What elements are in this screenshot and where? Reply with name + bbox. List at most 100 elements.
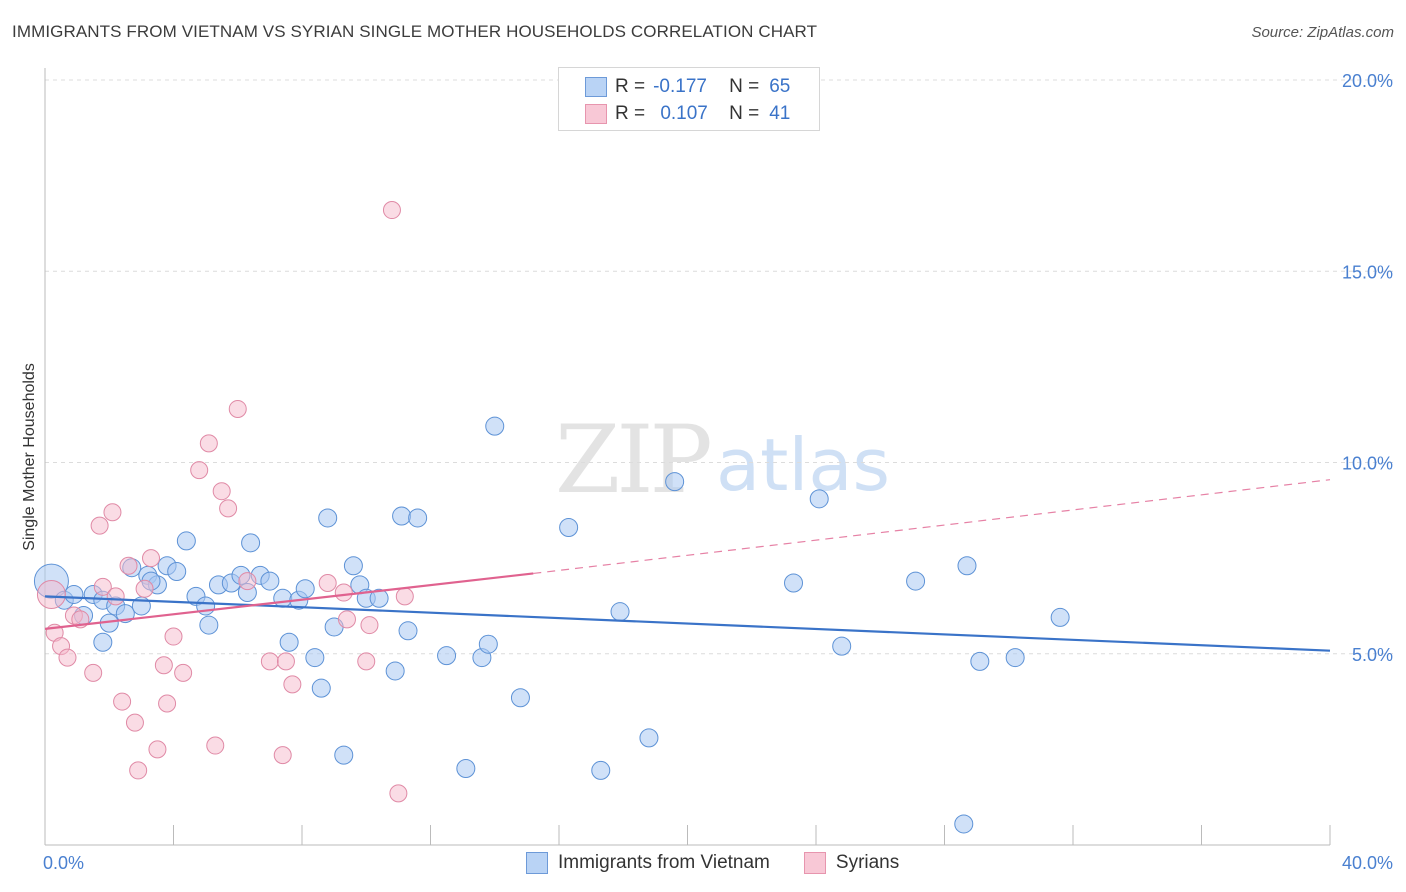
- data-point-vietnam: [1050, 607, 1070, 627]
- data-point-vietnam: [456, 759, 476, 778]
- data-point-vietnam: [610, 602, 630, 622]
- data-point-vietnam: [311, 678, 331, 698]
- data-point-vietnam: [665, 472, 685, 492]
- data-point-vietnam: [260, 571, 280, 591]
- legend-n-label: N =: [729, 103, 760, 124]
- data-point-syrian: [93, 577, 112, 596]
- data-point-syrian: [206, 736, 225, 755]
- watermark-atlas: atlas: [716, 423, 890, 507]
- data-point-vietnam: [398, 621, 418, 641]
- data-point-syrian: [395, 587, 414, 606]
- x-tick-label: 40.0%: [1342, 853, 1393, 873]
- data-point-syrian: [260, 652, 279, 671]
- legend-row-vietnam: R = -0.177 N = 65: [585, 75, 790, 99]
- series-vietnam-points: [33, 416, 1070, 834]
- legend-swatch-vietnam: [585, 77, 607, 97]
- data-point-syrian: [125, 713, 144, 732]
- data-point-vietnam: [318, 508, 338, 528]
- series-syrian-points: [36, 201, 414, 803]
- data-point-vietnam: [832, 636, 852, 656]
- y-axis-title-group: Single Mother Households: [21, 363, 38, 551]
- data-point-syrian: [154, 656, 173, 675]
- y-tick-label: 15.0%: [1342, 262, 1393, 282]
- correlation-legend: R = -0.177 N = 65 R = 0.107 N = 41: [558, 67, 820, 131]
- data-point-vietnam: [241, 533, 261, 553]
- data-point-vietnam: [279, 632, 299, 652]
- data-point-vietnam: [343, 556, 363, 576]
- data-point-vietnam: [639, 728, 659, 748]
- data-point-vietnam: [970, 651, 990, 671]
- legend-swatch-vietnam: [526, 852, 548, 874]
- data-point-syrian: [318, 573, 337, 592]
- data-point-vietnam: [167, 562, 187, 582]
- gridlines: [45, 79, 1395, 655]
- data-point-syrian: [84, 663, 103, 682]
- data-point-syrian: [212, 482, 231, 501]
- y-tick-label: 5.0%: [1352, 645, 1393, 665]
- trend-line-syrian: [44, 572, 534, 630]
- trend-lines: [44, 479, 1331, 652]
- data-point-vietnam: [954, 814, 974, 834]
- axes: [44, 68, 1331, 846]
- data-point-syrian: [389, 784, 408, 803]
- legend-swatch-syrian: [585, 104, 607, 124]
- data-point-syrian: [119, 556, 138, 575]
- chart-title: IMMIGRANTS FROM VIETNAM VS SYRIAN SINGLE…: [12, 22, 818, 41]
- data-point-vietnam: [809, 489, 829, 509]
- data-point-syrian: [129, 761, 148, 780]
- legend-n-value: 65: [769, 76, 791, 97]
- data-point-syrian: [113, 692, 132, 711]
- x-tick-labels: 0.0% 40.0%: [43, 853, 1393, 873]
- data-point-syrian: [135, 579, 154, 598]
- legend-r-value: 0.107: [660, 103, 708, 124]
- data-point-syrian: [103, 503, 122, 522]
- y-tick-labels: 5.0% 10.0% 15.0% 20.0%: [1342, 71, 1393, 665]
- data-point-syrian: [199, 434, 218, 453]
- data-point-syrian: [238, 572, 257, 591]
- data-point-vietnam: [334, 745, 354, 765]
- data-point-syrian: [158, 694, 177, 713]
- data-point-vietnam: [408, 508, 428, 528]
- data-point-vietnam: [273, 588, 293, 608]
- data-point-syrian: [337, 610, 356, 629]
- data-point-syrian: [283, 675, 302, 694]
- legend-item-vietnam: Immigrants from Vietnam: [526, 852, 770, 874]
- watermark-zip: ZIP: [555, 406, 709, 515]
- legend-label-syrian: Syrians: [835, 852, 900, 873]
- series-legend: Immigrants from Vietnam Syrians: [526, 852, 933, 874]
- legend-n-label: N =: [729, 76, 760, 97]
- x-tick-label: 0.0%: [43, 853, 84, 873]
- data-point-syrian: [276, 652, 295, 671]
- legend-item-syrian: Syrians: [803, 852, 900, 874]
- data-point-vietnam: [385, 661, 405, 681]
- data-point-syrian: [142, 549, 161, 568]
- legend-label-vietnam: Immigrants from Vietnam: [558, 852, 770, 873]
- data-point-syrian: [382, 201, 401, 220]
- source-label: Source: ZipAtlas.com: [1251, 24, 1394, 41]
- y-axis-title: Single Mother Households: [21, 363, 38, 551]
- data-point-syrian: [90, 516, 109, 535]
- data-point-syrian: [360, 616, 379, 635]
- y-tick-label: 20.0%: [1342, 71, 1393, 91]
- watermark: ZIP atlas: [555, 406, 890, 515]
- legend-swatch-syrian: [803, 852, 826, 874]
- legend-n-value: 41: [769, 103, 791, 124]
- data-point-vietnam: [559, 518, 579, 538]
- data-point-syrian: [106, 587, 125, 606]
- data-point-vietnam: [591, 760, 611, 780]
- data-point-syrian: [164, 627, 183, 646]
- legend-r-value: -0.177: [653, 76, 707, 97]
- data-point-vietnam: [478, 634, 498, 654]
- y-tick-label: 10.0%: [1342, 454, 1393, 474]
- data-point-vietnam: [199, 615, 219, 635]
- data-point-vietnam: [437, 646, 457, 666]
- data-point-vietnam: [64, 584, 84, 604]
- data-point-syrian: [357, 652, 376, 671]
- data-point-vietnam: [93, 632, 113, 652]
- data-point-syrian: [58, 648, 77, 667]
- data-point-vietnam: [369, 588, 389, 608]
- data-point-vietnam: [906, 571, 926, 591]
- legend-row-syrian: R = 0.107 N = 41: [585, 102, 790, 126]
- data-point-vietnam: [485, 416, 505, 436]
